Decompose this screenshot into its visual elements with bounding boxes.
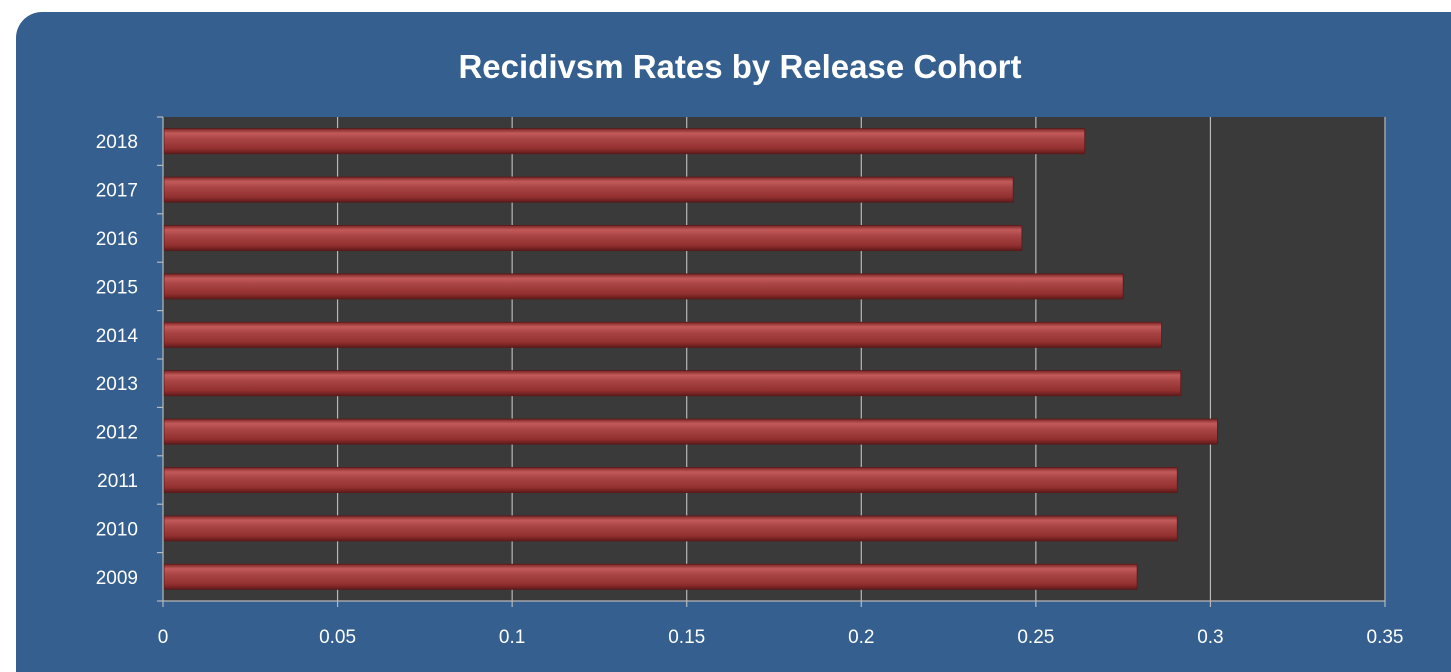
x-tick-label: 0.1 [499,627,525,648]
x-tick-label: 0.15 [668,627,705,648]
x-tick-label: 0.2 [848,627,874,648]
x-axis-tick-labels: 0 0.05 0.1 0.15 0.2 0.25 0.3 0.35 [158,627,1404,648]
bar-2017 [163,176,1014,203]
x-tick-label: 0.25 [1017,627,1054,648]
y-tick-label: 2017 [96,181,138,202]
bars [163,128,1218,590]
x-tick-label: 0.35 [1367,627,1404,648]
bar-2012 [163,418,1218,445]
bar-2015 [163,273,1124,300]
axes [157,116,1386,607]
y-tick-label: 2011 [97,471,138,492]
y-tick-label: 2013 [96,374,138,395]
bar-2010 [163,515,1178,542]
bar-2016 [163,225,1023,251]
y-tick-label: 2016 [96,229,138,250]
x-tick-label: 0.05 [319,627,356,648]
y-axis-tick-labels: 2009 2010 2011 2012 2013 2014 2015 2016 2017 2018 [96,132,139,589]
y-tick-label: 2014 [96,326,139,347]
y-tick-label: 2012 [96,423,138,444]
bar-2018 [163,128,1086,155]
y-tick-label: 2009 [96,568,138,589]
y-tick-label: 2018 [96,132,138,153]
bar-2009 [163,563,1138,590]
x-tick-label: 0 [158,627,169,648]
y-tick-label: 2015 [96,277,138,298]
bar-2011 [163,467,1178,493]
bar-2013 [163,370,1182,397]
y-tick-label: 2010 [96,519,138,540]
bar-2014 [163,321,1162,348]
chart-title: Recidivsm Rates by Release Cohort [458,48,1021,85]
x-tick-label: 0.3 [1197,627,1223,648]
